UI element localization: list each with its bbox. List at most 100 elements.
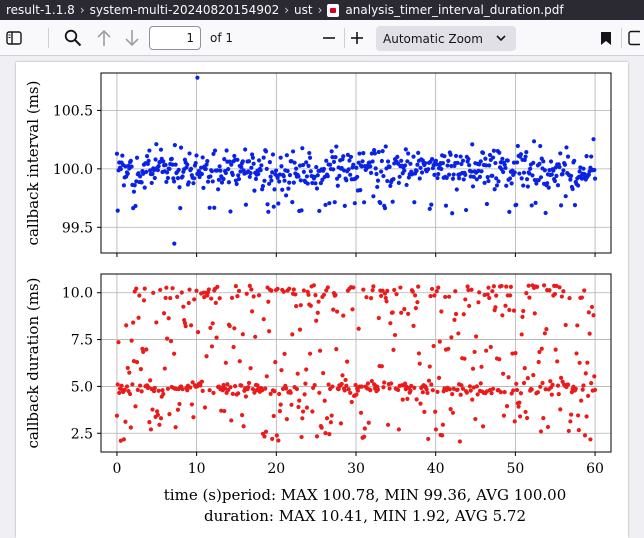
next-page-icon[interactable] xyxy=(121,26,143,50)
data-point xyxy=(471,174,476,179)
data-point xyxy=(188,323,194,328)
page-count-label: of 1 xyxy=(210,31,234,45)
data-point xyxy=(430,388,435,393)
data-point xyxy=(543,387,548,392)
data-point xyxy=(552,178,558,184)
data-point xyxy=(505,158,510,163)
data-point xyxy=(229,162,234,167)
data-point xyxy=(480,424,486,429)
data-point xyxy=(156,163,161,169)
data-point xyxy=(236,288,242,294)
data-point xyxy=(531,139,537,144)
data-point xyxy=(172,241,177,246)
data-point xyxy=(338,421,344,426)
data-point xyxy=(133,203,138,209)
data-point xyxy=(206,287,211,292)
data-point xyxy=(493,305,498,310)
data-point xyxy=(300,416,305,421)
data-point xyxy=(460,386,466,391)
data-point xyxy=(278,155,283,160)
data-point xyxy=(263,429,269,434)
page-number-input[interactable] xyxy=(149,26,201,50)
data-point xyxy=(368,164,373,169)
zoom-out-icon[interactable] xyxy=(318,26,340,50)
previous-page-icon[interactable] xyxy=(93,26,115,50)
more-tools-icon[interactable] xyxy=(626,26,644,50)
data-point xyxy=(189,402,194,407)
data-point xyxy=(559,294,564,299)
data-point xyxy=(404,182,409,188)
data-point xyxy=(428,294,433,299)
data-point xyxy=(530,173,535,178)
data-point xyxy=(165,175,171,181)
zoom-select[interactable]: Automatic Zoom xyxy=(376,26,516,51)
data-point xyxy=(324,416,330,421)
breadcrumb-item[interactable]: ust xyxy=(294,3,313,17)
bookmark-icon[interactable] xyxy=(596,26,616,50)
data-point xyxy=(589,154,594,159)
data-point xyxy=(468,174,473,179)
data-point xyxy=(156,388,161,393)
data-point xyxy=(433,158,439,163)
data-point xyxy=(337,173,342,179)
sidebar-toggle-icon[interactable] xyxy=(4,26,24,50)
data-point xyxy=(592,176,598,181)
data-point xyxy=(158,147,164,152)
breadcrumb-item[interactable]: result-1.1.8 xyxy=(6,3,75,17)
data-point xyxy=(249,165,254,170)
caption-line-1: time (s)period: MAX 100.78, MIN 99.36, A… xyxy=(164,486,566,504)
data-point xyxy=(586,172,591,177)
data-point xyxy=(498,160,503,165)
data-point xyxy=(381,173,386,179)
data-point xyxy=(271,413,276,419)
data-point xyxy=(125,171,130,176)
file-name[interactable]: analysis_timer_interval_duration.pdf xyxy=(345,3,564,17)
data-point xyxy=(314,434,320,439)
data-point xyxy=(443,203,449,208)
data-point xyxy=(281,289,286,294)
data-point xyxy=(330,384,335,389)
document-viewer[interactable]: 99.5 100.0 100.5 callback interval (ms) 2.5 5… xyxy=(0,56,644,538)
data-point xyxy=(409,383,414,388)
data-point xyxy=(195,330,201,335)
data-point xyxy=(235,294,240,299)
data-point xyxy=(160,388,165,393)
data-point xyxy=(459,161,464,167)
data-point xyxy=(246,380,252,386)
data-point xyxy=(379,169,384,174)
breadcrumb-item[interactable]: system-multi-20240820154902 xyxy=(89,3,280,17)
data-point xyxy=(368,296,374,301)
zoom-in-icon[interactable] xyxy=(346,26,368,50)
data-point xyxy=(333,292,338,298)
data-point xyxy=(511,160,517,165)
y-tick-label: 2.5 xyxy=(71,426,93,442)
data-point xyxy=(270,436,275,441)
data-point xyxy=(325,174,330,179)
data-point xyxy=(281,174,286,179)
data-point xyxy=(446,158,451,163)
data-point xyxy=(518,152,524,157)
search-icon[interactable] xyxy=(62,26,84,50)
breadcrumb-separator: › xyxy=(317,3,323,17)
data-point xyxy=(503,303,508,308)
data-point xyxy=(349,399,354,405)
data-point xyxy=(247,283,252,288)
data-point xyxy=(513,351,518,356)
data-point xyxy=(476,300,481,305)
data-point xyxy=(115,208,120,213)
data-point xyxy=(273,360,278,365)
data-point xyxy=(132,183,137,188)
data-point xyxy=(141,171,146,176)
data-point xyxy=(503,165,508,171)
data-point xyxy=(221,176,226,182)
data-point xyxy=(312,382,317,388)
data-point xyxy=(522,157,527,163)
x-tick-label: 30 xyxy=(347,461,365,477)
data-point xyxy=(440,433,445,438)
data-point xyxy=(212,148,218,153)
data-point xyxy=(296,404,301,410)
data-point xyxy=(203,166,208,172)
data-point xyxy=(114,151,120,156)
data-point xyxy=(250,386,255,392)
data-point xyxy=(531,373,536,378)
